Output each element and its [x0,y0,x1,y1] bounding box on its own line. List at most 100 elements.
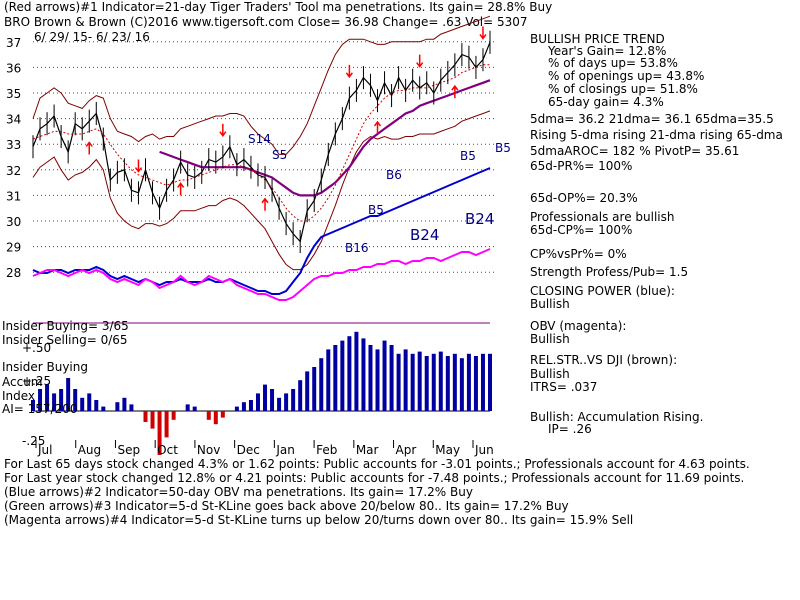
days-up: % of days up= 53.8% [548,56,678,70]
accum-bar [410,353,415,411]
series-line-price-close- [32,42,491,243]
accum-bar [452,353,457,411]
signal-arrow [219,123,227,137]
footer-indicator-3: (Green arrows)#3 Indicator=5-d St-KLine … [4,499,569,513]
x-tick-label: Aug [78,443,101,457]
accum-bar [263,384,268,411]
pr-percent: 65d-PR%= 100% [530,159,633,173]
accum-bar [270,389,275,411]
accum-bar [403,349,408,411]
date-range: 6/ 29/ 15- 6/ 23/ 16 [34,30,150,44]
signal-label: B5 [495,141,511,155]
footer-65day: For Last 65 days stock changed 4.3% or 1… [4,457,750,471]
closing-power-label: CLOSING POWER (blue): [530,284,675,298]
accum-bar [291,389,296,411]
accum-bar [234,406,239,411]
y-tick-label: 31 [6,189,21,203]
signal-arrow [451,84,459,99]
accum-bar [171,411,176,420]
accum-bar [473,356,478,411]
aroc-pivot: 5dmaAROC= 182 % PivotP= 35.61 [530,144,740,158]
accum-bar [45,384,50,411]
accum-bar [129,404,134,411]
x-tick-label: Dec [237,443,260,457]
accum-bar [38,389,43,411]
footer-indicator-2: (Blue arrows)#2 Indicator=50-day OBV ma … [4,485,473,499]
accum-bar [59,389,64,411]
accum-bar [354,331,359,411]
cp-vs-pr: CP%vsPr%= 0% [530,247,627,261]
accum-bar [284,393,289,411]
relstr-label: REL.STR..VS DJI (brown): [530,353,678,367]
trend-heading: BULLISH PRICE TREND [530,32,665,46]
accum-bar [333,345,338,411]
accum-bar [185,404,190,411]
indicator-1-title: (Red arrows)#1 Indicator=21-day Tiger Tr… [4,0,553,14]
series-line-lower-band [32,110,491,271]
accum-bar [241,402,246,411]
series-line-obv-magenta- [32,248,491,301]
accumulation-bars [31,331,492,455]
accum-bar [87,393,92,411]
accum-bar [375,349,380,411]
x-tick-label: Nov [197,443,220,457]
insider-buying-count: Insider Buying= 3/65 [2,319,129,333]
accum-status: Bullish: Accumulation Rising. [530,410,704,424]
relstr-status: Bullish [530,367,570,381]
series-line-21-dma [32,64,490,222]
x-axis-ticks: Jul Aug Sep Oct Nov Dec Jan Feb Mar Apr May Jun [35,440,494,457]
op-percent: 65d-OP%= 20.3% [530,191,638,205]
signal-label: B16 [345,241,369,255]
y-tick-label: 29 [6,241,21,255]
accum-bar [438,351,443,411]
signal-arrow [416,54,424,68]
accum-bar [122,397,127,411]
y-tick-label: 36 [6,61,21,75]
accum-bar [347,336,352,411]
stock-summary: BRO Brown & Brown (C)2016 www.tigersoft.… [4,15,528,29]
accum-label-c: Index [2,389,36,403]
signal-arrow [177,182,185,196]
accum-bar [361,338,366,411]
signal-label: B5 [460,149,476,163]
y-tick-label: 30 [6,215,21,229]
ma-direction: Rising 5-dma rising 21-dma rising 65-dma [530,128,783,142]
x-tick-label: Oct [157,443,178,457]
ai-value: AI= 157/200 [2,402,78,416]
accum-bar [31,400,35,411]
series-lines [32,15,491,301]
y-tick-label: 37 [6,36,21,50]
obv-status: Bullish [530,332,570,346]
accum-bar [157,411,162,455]
accum-bar [213,411,218,425]
accum-bar [326,349,331,411]
y-tick-label: 34 [6,113,21,127]
accum-bar [66,378,71,411]
accum-bar [480,353,485,411]
closings-up: % of closings up= 51.8% [548,82,698,96]
accum-bar [73,389,78,411]
x-tick-label: Apr [396,443,417,457]
series-line-closing-power-blue- [32,167,491,295]
y-tick-label: 33 [6,138,21,152]
x-tick-label: Sep [117,443,140,457]
accum-tick-label: +.25 [22,374,51,388]
insider-selling-count: Insider Selling= 0/65 [2,333,128,347]
footer-year: For Last year stock changed 12.8% or 4.2… [4,471,745,485]
footer-indicator-4: (Magenta arrows)#4 Indicator=5-d St-KLin… [4,513,634,527]
accum-bar [368,345,373,411]
signal-label: B5 [368,203,384,217]
signal-label: B24 [410,226,439,244]
signal-arrow [373,120,382,134]
closing-power-status: Bullish [530,297,570,311]
series-line-65-dma [159,79,491,197]
accum-bar [143,411,148,422]
moving-averages: 5dma= 36.2 21dma= 36.1 65dma=35.5 [530,112,774,126]
accum-bar [255,393,260,411]
accum-bar [396,353,401,411]
accum-bar [424,356,429,411]
series-line-upper-band [32,15,491,155]
accum-bar [445,356,450,411]
